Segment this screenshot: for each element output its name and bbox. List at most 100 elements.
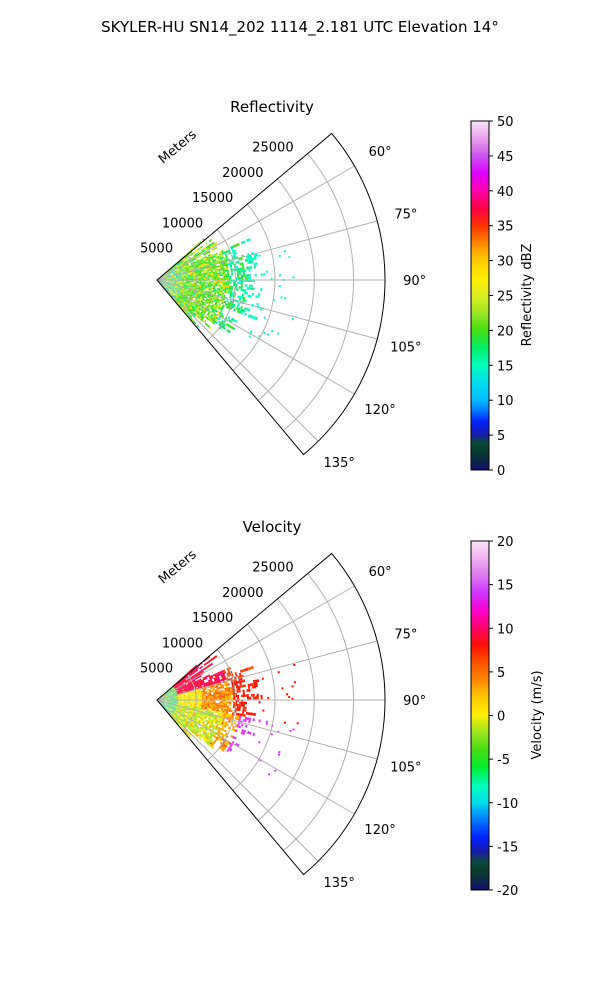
radar-gate — [175, 703, 178, 705]
radar-gate — [173, 285, 176, 287]
radar-gate — [210, 740, 214, 744]
range-ring — [283, 153, 355, 431]
radar-gate — [174, 280, 177, 281]
radar-gate — [195, 312, 198, 315]
radar-gate — [207, 714, 210, 717]
radar-gate — [219, 697, 222, 700]
colorbar-tick-label: 10 — [497, 394, 514, 409]
radar-gate — [173, 695, 176, 697]
radar-gate — [203, 264, 206, 267]
radar-gate — [174, 697, 177, 699]
radar-gate — [219, 684, 223, 687]
radar-gate — [226, 303, 230, 307]
radar-gate — [191, 684, 194, 687]
radar-gate — [197, 703, 200, 705]
radar-gate — [193, 701, 196, 703]
radar-gate — [183, 258, 186, 261]
radar-gate — [198, 299, 202, 302]
radar-gate — [209, 705, 212, 708]
radar-gate — [187, 267, 190, 269]
radar-gate — [181, 705, 184, 707]
radar-gate — [227, 715, 230, 718]
radar-gate — [216, 718, 219, 721]
radar-gate — [241, 729, 245, 733]
radar-gate — [175, 713, 178, 716]
radar-gate — [164, 705, 167, 707]
radar-gate — [210, 721, 214, 725]
radar-gate — [176, 270, 179, 272]
radar-gate — [176, 721, 178, 724]
radar-gate — [230, 680, 234, 683]
radar-gate — [195, 264, 198, 267]
radar-gate — [164, 698, 167, 699]
radar-gate — [187, 272, 190, 274]
radar-gate — [166, 272, 169, 274]
radar-gate — [189, 727, 192, 730]
radar-gate — [238, 258, 241, 261]
radar-gate — [252, 693, 255, 697]
radar-gate — [230, 285, 233, 288]
radar-gate — [176, 708, 179, 710]
radar-gate — [171, 269, 174, 271]
radar-gate — [181, 686, 184, 689]
radar-gate — [265, 720, 268, 723]
radar-gate — [220, 747, 224, 751]
radar-gate — [171, 284, 174, 286]
radar-gate — [184, 683, 187, 686]
radar-gate — [168, 692, 171, 695]
radar-gate — [192, 259, 195, 262]
radar-gate — [191, 310, 194, 314]
radar-gate — [181, 301, 184, 304]
radar-gate — [196, 720, 199, 723]
radar-gate — [221, 283, 224, 286]
radar-gate — [175, 269, 178, 271]
radar-gate — [180, 697, 183, 698]
radar-gate — [201, 306, 205, 309]
radar-gate — [221, 306, 225, 309]
radar-gate — [216, 674, 219, 677]
radar-gate — [241, 684, 245, 688]
radar-gate — [186, 264, 189, 267]
radar-gate — [188, 700, 190, 702]
radar-gate — [173, 712, 176, 715]
radar-gate — [182, 680, 185, 683]
radar-gate — [169, 288, 172, 290]
radar-gate — [294, 681, 296, 684]
radar-gate — [248, 274, 251, 277]
radar-gate — [195, 668, 198, 671]
radar-gate — [278, 753, 280, 756]
radar-gate — [212, 259, 215, 262]
radar-gate — [187, 262, 190, 264]
radar-gate — [212, 289, 215, 291]
radar-gate — [219, 706, 222, 709]
radar-gate — [197, 256, 201, 259]
radar-gate — [190, 306, 193, 309]
radar-gate — [187, 284, 190, 286]
radar-gate — [186, 688, 189, 690]
radar-gate — [256, 695, 259, 698]
radar-gate — [204, 306, 207, 309]
radar-gate — [225, 701, 228, 704]
radar-gate — [179, 710, 182, 713]
radar-gate — [225, 250, 229, 254]
radar-gate — [179, 263, 182, 265]
radar-gate — [185, 706, 188, 708]
radar-gate — [243, 291, 247, 295]
radar-gate — [221, 672, 225, 675]
radar-gate — [205, 242, 208, 245]
radar-gate — [183, 283, 186, 285]
radar-gate — [206, 251, 209, 254]
radar-gate — [210, 301, 214, 305]
radar-gate — [170, 713, 172, 716]
radar-gate — [171, 291, 174, 294]
radar-gate — [213, 247, 216, 251]
radar-gate — [231, 250, 235, 254]
radar-gate — [205, 282, 208, 284]
radar-gate — [224, 267, 227, 270]
radar-gate — [227, 302, 230, 305]
reflectivity-range-axis-label: Meters — [156, 127, 200, 167]
radar-gate — [222, 268, 225, 271]
radar-gate — [198, 263, 202, 265]
radar-gate — [222, 266, 225, 269]
radar-gate — [260, 695, 263, 697]
